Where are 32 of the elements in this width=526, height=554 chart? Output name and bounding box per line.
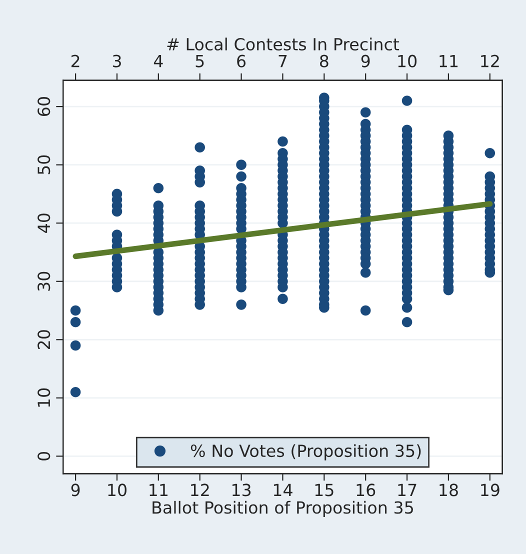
x2-tick-label: 8	[320, 54, 328, 68]
x-tick-label: 18	[440, 484, 458, 496]
x-tick-label: 13	[232, 484, 251, 496]
y-tick-label: 60	[38, 97, 50, 116]
x2-tick-label: 5	[196, 54, 204, 68]
x-tick-label: 10	[108, 484, 126, 496]
x-axis-title: Ballot Position of Proposition 35	[152, 500, 413, 518]
x-tick-label: 19	[481, 484, 500, 496]
x-tick-label: 14	[274, 484, 292, 496]
x-tick-label: 17	[398, 484, 416, 496]
x2-tick-label: 3	[112, 54, 121, 68]
x-tick-label: 11	[150, 484, 168, 496]
x2-tick-label: 6	[237, 54, 246, 68]
x2-tick-label: 4	[154, 54, 163, 68]
x-tick-label: 9	[71, 484, 80, 496]
x-tick-label: 16	[356, 484, 376, 496]
x-tick-label: 15	[315, 484, 334, 496]
y-tick-label: 30	[38, 272, 50, 291]
x2-tick-label: 9	[361, 54, 370, 68]
y-tick-label: 40	[38, 214, 50, 233]
y-tick-label: 50	[38, 155, 50, 174]
x2-tick-label: 11	[440, 54, 458, 68]
legend-label: % No Votes (Proposition 35)	[190, 444, 421, 460]
x2-tick-label: 2	[71, 54, 80, 68]
x2-tick-label: 10	[398, 54, 417, 68]
y-tick-label: 0	[38, 452, 50, 460]
y-tick-label: 20	[38, 330, 50, 350]
x2-tick-label: 7	[278, 54, 287, 68]
x2-axis-title: # Local Contests In Precinct	[167, 38, 400, 51]
x-tick-label: 12	[191, 484, 209, 496]
x2-tick-label: 12	[481, 54, 499, 68]
y-tick-label: 10	[38, 388, 50, 407]
